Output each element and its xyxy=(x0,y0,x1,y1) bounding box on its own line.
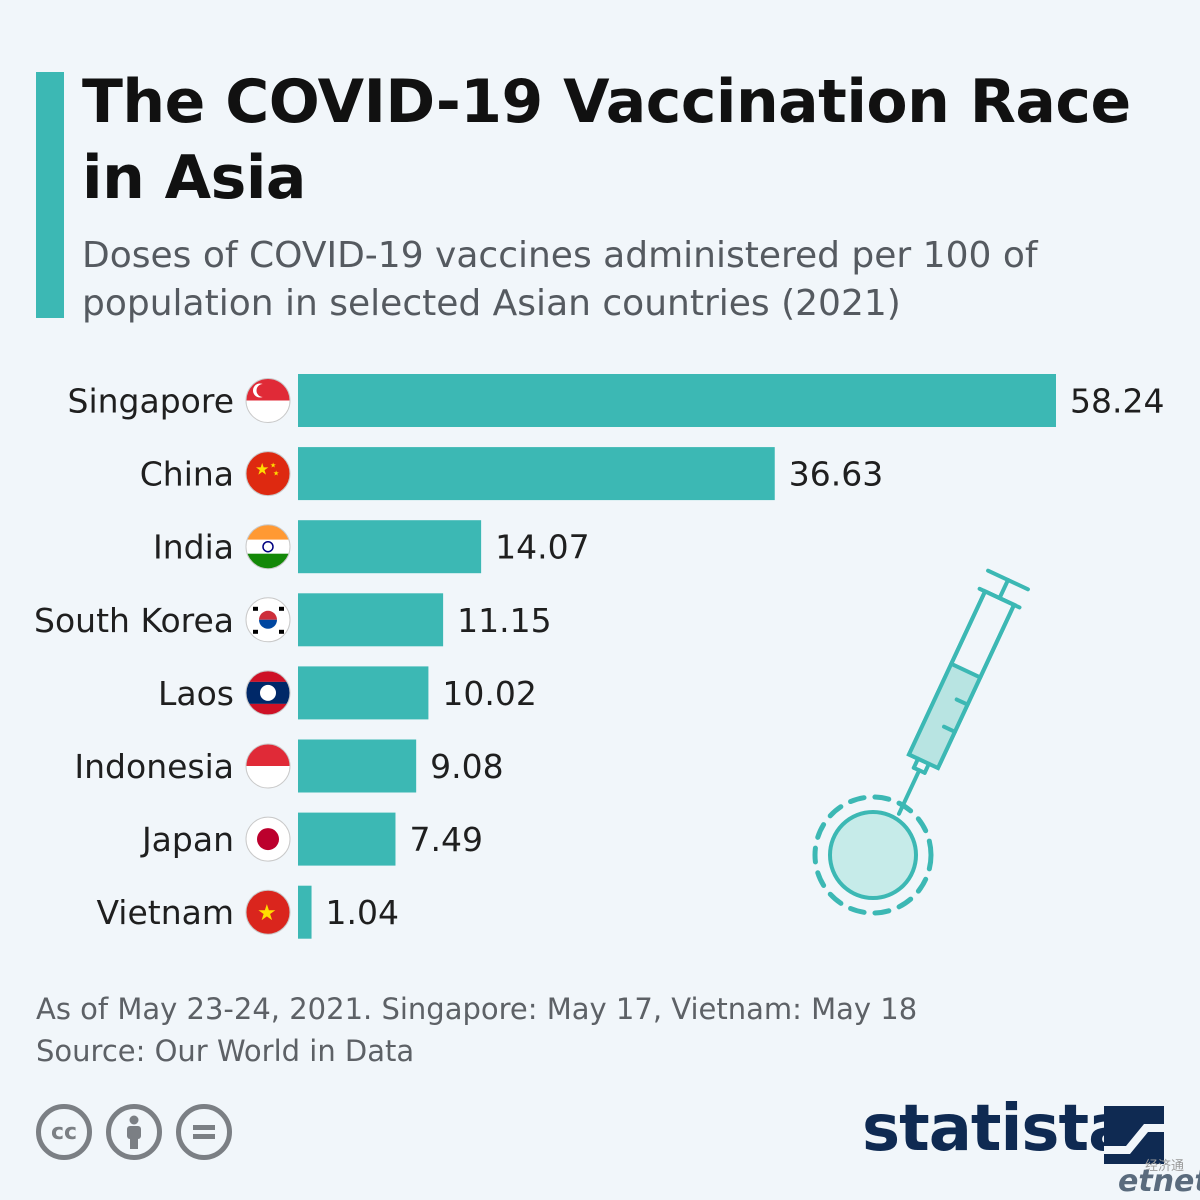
syringe-illustration xyxy=(812,568,1030,916)
category-label: South Korea xyxy=(34,601,234,640)
data-label: 1.04 xyxy=(326,893,399,932)
svg-text:★: ★ xyxy=(255,460,269,479)
statista-logo-text[interactable]: statista xyxy=(862,1092,1131,1166)
category-label: Laos xyxy=(158,674,234,713)
singapore-flag-icon xyxy=(245,378,291,423)
data-label: 7.49 xyxy=(409,820,482,859)
data-label: 9.08 xyxy=(430,747,503,786)
data-label: 14.07 xyxy=(495,528,589,567)
china-flag-icon: ★ ★★ xyxy=(245,451,291,497)
watermark-logo: etnet xyxy=(1118,1164,1200,1199)
category-label: India xyxy=(153,528,234,567)
category-label: Indonesia xyxy=(74,747,234,786)
watermark-part-b: net xyxy=(1152,1164,1200,1199)
bar xyxy=(298,520,482,574)
category-label: Japan xyxy=(140,820,234,859)
no-derivatives-icon[interactable] xyxy=(176,1104,232,1160)
license-icons: cc xyxy=(36,1104,232,1160)
bar xyxy=(298,885,312,939)
data-label: 58.24 xyxy=(1070,382,1164,421)
bar xyxy=(298,593,444,647)
bar xyxy=(298,739,417,793)
data-label: 10.02 xyxy=(442,674,536,713)
source-note: Source: Our World in Data xyxy=(36,1034,415,1068)
page-title: The COVID-19 Vaccination Race in Asia xyxy=(82,67,1131,213)
attribution-icon[interactable] xyxy=(106,1104,162,1160)
cc-icon[interactable]: cc xyxy=(36,1104,92,1160)
category-label: China xyxy=(140,455,234,494)
bar xyxy=(298,812,396,866)
laos-flag-icon xyxy=(245,670,291,716)
watermark-part-a: et xyxy=(1118,1164,1153,1199)
category-label: Singapore xyxy=(68,382,234,421)
indonesia-flag-icon xyxy=(245,743,291,789)
svg-text:★: ★ xyxy=(257,901,277,926)
vietnam-flag-icon: ★ xyxy=(245,889,291,935)
bar xyxy=(298,374,1056,427)
category-label: Vietnam xyxy=(96,893,234,932)
watermark-cn: 经济通 xyxy=(1145,1159,1185,1174)
chart-footnote: As of May 23-24, 2021. Singapore: May 17… xyxy=(36,988,917,1072)
accent-bar xyxy=(36,72,64,318)
date-note: As of May 23-24, 2021. Singapore: May 17… xyxy=(36,992,918,1026)
svg-text:★: ★ xyxy=(270,462,276,470)
india-flag-icon xyxy=(245,524,291,570)
svg-text:★: ★ xyxy=(273,470,279,478)
statista-logo-icon xyxy=(1104,1106,1164,1164)
page-subtitle: Doses of COVID-19 vaccines administered … xyxy=(82,235,1038,324)
data-label: 11.15 xyxy=(457,601,551,640)
data-label: 36.63 xyxy=(789,455,883,494)
bar xyxy=(298,447,775,501)
bar xyxy=(298,666,429,720)
south-korea-flag-icon xyxy=(245,597,291,643)
japan-flag-icon xyxy=(245,816,291,862)
